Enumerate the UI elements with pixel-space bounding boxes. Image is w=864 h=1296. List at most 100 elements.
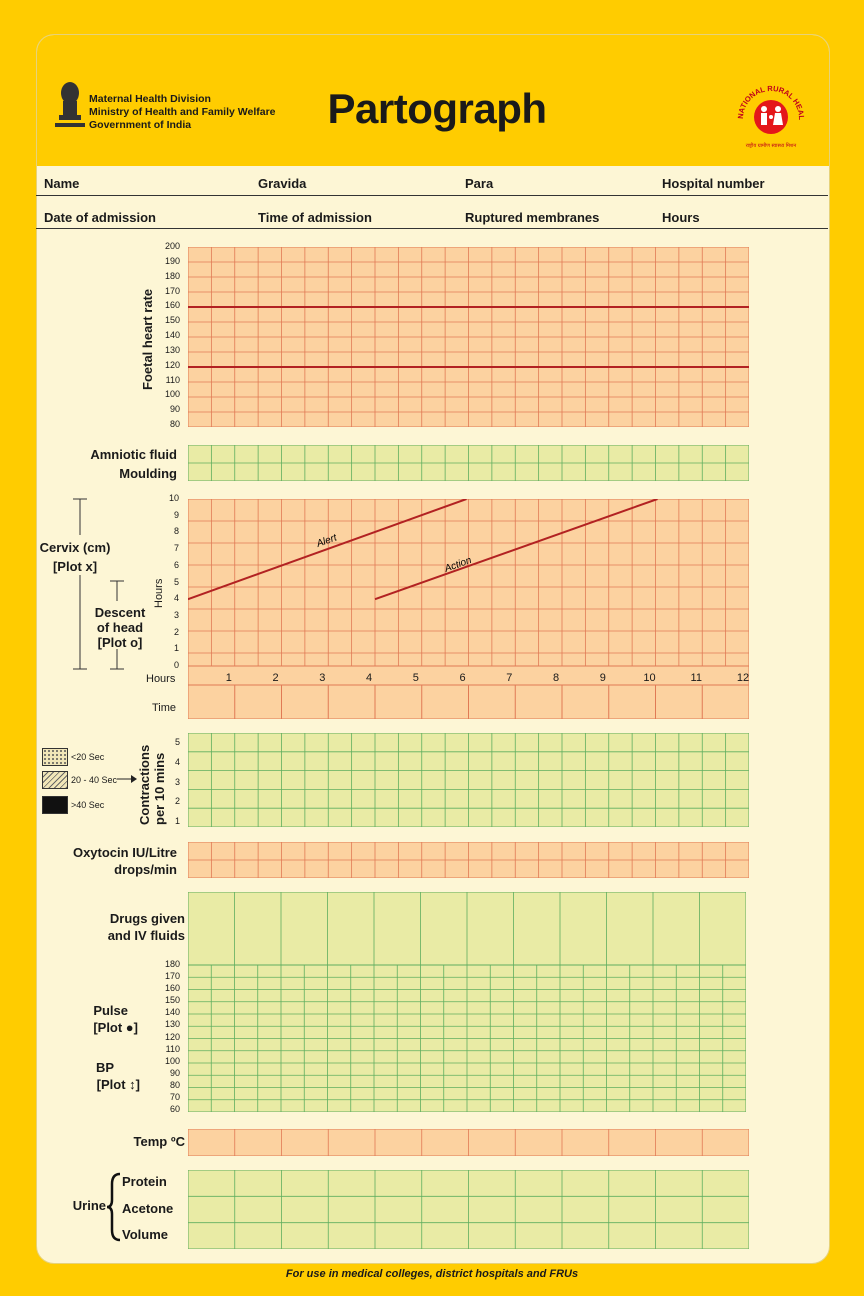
ruptured-membranes-label: Ruptured membranes bbox=[465, 210, 600, 225]
legend-solid-swatch bbox=[42, 796, 68, 814]
hour-label: 12 bbox=[736, 672, 750, 684]
drugs-given-label: Drugs given bbox=[109, 911, 185, 926]
cervix-tick: 5 bbox=[173, 576, 179, 587]
alert-line bbox=[188, 499, 467, 601]
header-band: Maternal Health Division Ministry of Hea… bbox=[37, 35, 829, 166]
moulding-label: Moulding bbox=[119, 466, 177, 481]
drops-per-min-label: drops/min bbox=[114, 862, 177, 877]
hour-label: 10 bbox=[643, 672, 656, 684]
pulse-tick: 110 bbox=[165, 1043, 180, 1054]
pulse-tick: 80 bbox=[169, 1079, 180, 1090]
drugs-pulse-grid bbox=[188, 892, 746, 1112]
pulse-label: Pulse bbox=[93, 1003, 128, 1018]
fhr-tick: 180 bbox=[164, 270, 180, 281]
fhr-tick: 150 bbox=[164, 315, 180, 326]
gravida-field-label: Gravida bbox=[258, 176, 307, 191]
time-row-label: Time bbox=[152, 702, 177, 714]
fhr-tick: 200 bbox=[164, 241, 180, 251]
hour-label: 2 bbox=[272, 672, 279, 684]
hours-row-label: Hours bbox=[146, 673, 176, 685]
amniotic-fluid-label: Amniotic fluid bbox=[90, 447, 177, 462]
divider bbox=[36, 195, 828, 196]
cervix-tick: 7 bbox=[173, 543, 179, 554]
fhr-tick: 140 bbox=[164, 330, 180, 340]
fhr-grid bbox=[188, 247, 749, 427]
cervix-tick: 6 bbox=[173, 559, 179, 570]
cervix-tick: 8 bbox=[173, 526, 179, 537]
iv-fluids-label: and IV fluids bbox=[107, 928, 185, 943]
oxytocin-grid bbox=[188, 842, 749, 878]
contractions-grid bbox=[188, 733, 749, 827]
date-of-admission-label: Date of admission bbox=[44, 210, 156, 225]
pulse-tick: 140 bbox=[164, 1007, 180, 1018]
legend-dotted-swatch bbox=[42, 748, 68, 766]
footer-note: For use in medical colleges, district ho… bbox=[285, 1268, 579, 1280]
fhr-tick: 190 bbox=[164, 255, 180, 266]
oxytocin-label: Oxytocin IU/Litre bbox=[72, 845, 177, 860]
cervix-tick: 1 bbox=[173, 643, 179, 654]
hours-field-label: Hours bbox=[662, 210, 700, 225]
contractions-label-1: Contractions bbox=[137, 744, 152, 825]
volume-label: Volume bbox=[122, 1227, 168, 1242]
hour-label: 7 bbox=[506, 672, 513, 684]
amniotic-grid bbox=[188, 445, 749, 481]
cervix-label: Cervix (cm) [Plot x] bbox=[30, 538, 120, 576]
pulse-tick: 60 bbox=[169, 1104, 180, 1114]
descent-label-1: Descent bbox=[94, 605, 146, 620]
hour-label: 8 bbox=[552, 672, 560, 684]
cervix-label-2: [Plot x] bbox=[52, 559, 98, 574]
fhr-tick: 130 bbox=[164, 344, 180, 355]
hour-label: 9 bbox=[599, 672, 606, 684]
pulse-tick: 150 bbox=[164, 995, 180, 1006]
fhr-tick: 170 bbox=[164, 285, 180, 296]
temp-grid bbox=[188, 1129, 749, 1156]
ministry-line-2: Ministry of Health and Family Welfare bbox=[89, 106, 276, 118]
pulse-tick: 130 bbox=[164, 1019, 180, 1030]
ministry-line-1: Maternal Health Division bbox=[89, 93, 211, 105]
para-field-label: Para bbox=[465, 176, 494, 191]
pulse-plot-label: [Plot ●] bbox=[93, 1020, 138, 1035]
acetone-label: Acetone bbox=[122, 1201, 174, 1216]
national-emblem-icon bbox=[55, 82, 85, 127]
divider bbox=[36, 228, 828, 229]
hospital-number-field-label: Hospital number bbox=[662, 176, 765, 191]
hour-label: 6 bbox=[459, 672, 466, 684]
hour-label: 3 bbox=[319, 672, 326, 684]
fhr-axis-label: Foetal heart rate bbox=[140, 288, 155, 390]
cervix-label-1: Cervix (cm) bbox=[39, 540, 111, 555]
hour-label: 11 bbox=[690, 672, 702, 684]
hour-label: 1 bbox=[225, 672, 232, 684]
page-title: Partograph bbox=[327, 85, 547, 132]
descent-label-2: of head bbox=[96, 620, 144, 635]
ministry-block: Maternal Health Division Ministry of Hea… bbox=[89, 93, 276, 132]
pulse-tick: 90 bbox=[169, 1067, 180, 1078]
pulse-tick: 160 bbox=[164, 983, 180, 994]
bp-label: BP bbox=[95, 1060, 114, 1075]
arrow-right-icon bbox=[117, 775, 137, 783]
nrhm-logo-icon: NATIONAL RURAL HEALTH MISSION राष्ट्रीय … bbox=[731, 75, 806, 149]
pulse-tick: 70 bbox=[169, 1091, 180, 1102]
fhr-tick: 80 bbox=[169, 419, 180, 429]
bp-plot-label: [Plot ↕] bbox=[96, 1077, 140, 1092]
legend-over-40: >40 Sec bbox=[71, 800, 105, 810]
legend-hatched-swatch bbox=[42, 771, 68, 789]
fhr-tick: 100 bbox=[164, 389, 180, 400]
cervix-tick: 2 bbox=[173, 626, 179, 637]
cervix-tick: 3 bbox=[173, 609, 179, 620]
legend-20-40: 20 - 40 Sec bbox=[71, 775, 118, 785]
svg-text:राष्ट्रीय ग्रामीण स्वास्थ्य मि: राष्ट्रीय ग्रामीण स्वास्थ्य मिशन bbox=[746, 142, 797, 149]
descent-label-3: [Plot o] bbox=[97, 635, 143, 650]
fhr-tick: 160 bbox=[164, 300, 180, 311]
urine-brace-icon bbox=[106, 1172, 121, 1242]
action-line bbox=[374, 499, 658, 601]
time-of-admission-label: Time of admission bbox=[258, 210, 372, 225]
cervix-tick: 10 bbox=[168, 493, 179, 503]
contraction-tick: 4 bbox=[174, 756, 180, 767]
contraction-tick: 3 bbox=[174, 776, 180, 787]
cervix-brackets bbox=[73, 498, 124, 670]
temp-label: Temp ºC bbox=[133, 1134, 185, 1149]
pulse-tick: 100 bbox=[164, 1055, 180, 1066]
urine-label: Urine bbox=[72, 1198, 106, 1213]
pulse-tick: 120 bbox=[164, 1031, 180, 1042]
